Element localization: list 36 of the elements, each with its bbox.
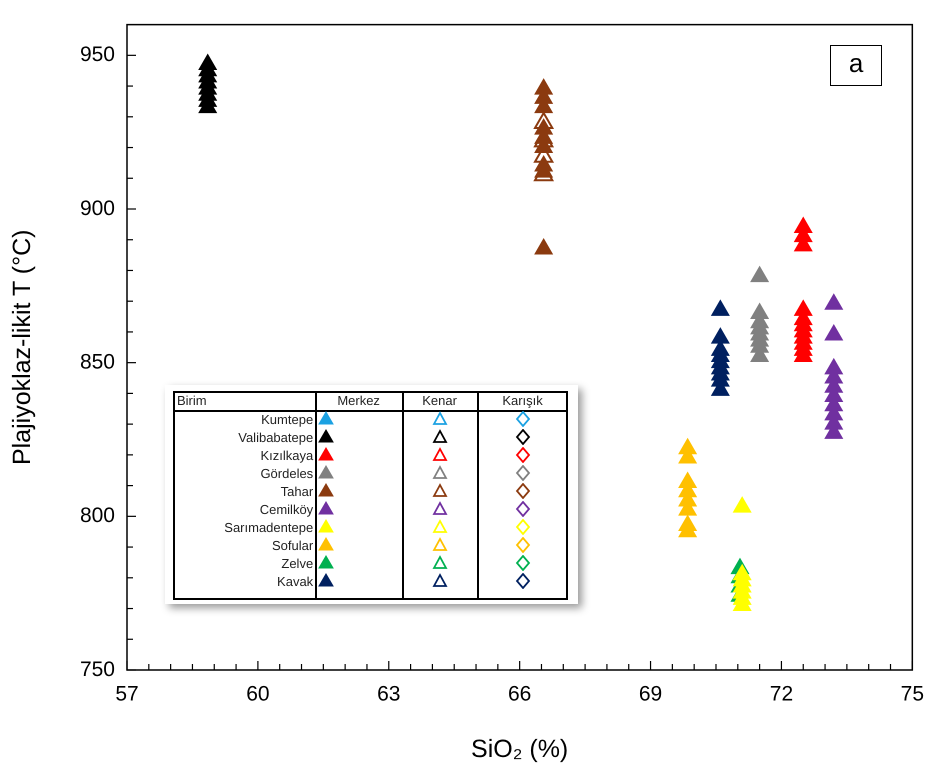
legend-label: Cemilköy xyxy=(258,500,314,518)
x-tick-label: 75 xyxy=(900,682,924,706)
point xyxy=(824,294,843,310)
point xyxy=(824,324,843,341)
legend-label: Valibabatepe xyxy=(237,428,314,446)
point xyxy=(534,238,553,254)
x-tick-label: 60 xyxy=(246,682,270,706)
x-tick-label: 57 xyxy=(115,682,139,706)
annotation: a xyxy=(830,44,882,86)
y-tick-label: 900 xyxy=(80,196,115,220)
x-tick-label: 63 xyxy=(377,682,400,706)
point xyxy=(733,496,752,513)
legend-label: Kavak xyxy=(276,572,314,590)
legend-label: Sarımadentepe xyxy=(223,518,314,536)
x-tick-label: 72 xyxy=(770,682,794,706)
point xyxy=(711,328,730,344)
x-tick-label: 69 xyxy=(638,682,662,706)
y-axis-title: Plajiyoklaz-likit T (°C) xyxy=(8,230,36,466)
point xyxy=(750,266,769,282)
legend-label: Gördeles xyxy=(259,464,314,482)
y-tick-label: 950 xyxy=(80,43,115,66)
annotation: Karışık xyxy=(501,392,544,410)
legend-label: Tahar xyxy=(280,482,314,500)
point xyxy=(711,300,730,316)
legend-label: Zelve xyxy=(280,554,314,572)
legend-label: Sofular xyxy=(270,536,314,554)
y-tick-label: 800 xyxy=(80,504,115,528)
y-tick-label: 750 xyxy=(80,658,115,681)
x-tick-label: 66 xyxy=(508,682,532,706)
x-axis-title: SiO₂ (%) xyxy=(471,734,568,763)
legend-title: Birim xyxy=(176,392,208,410)
annotation: Merkez xyxy=(336,392,381,410)
legend-label: Kumtepe xyxy=(260,410,314,428)
legend-label: Kızılkaya xyxy=(259,446,314,464)
annotation: Kenar xyxy=(421,392,458,410)
y-tick-label: 850 xyxy=(80,350,115,374)
